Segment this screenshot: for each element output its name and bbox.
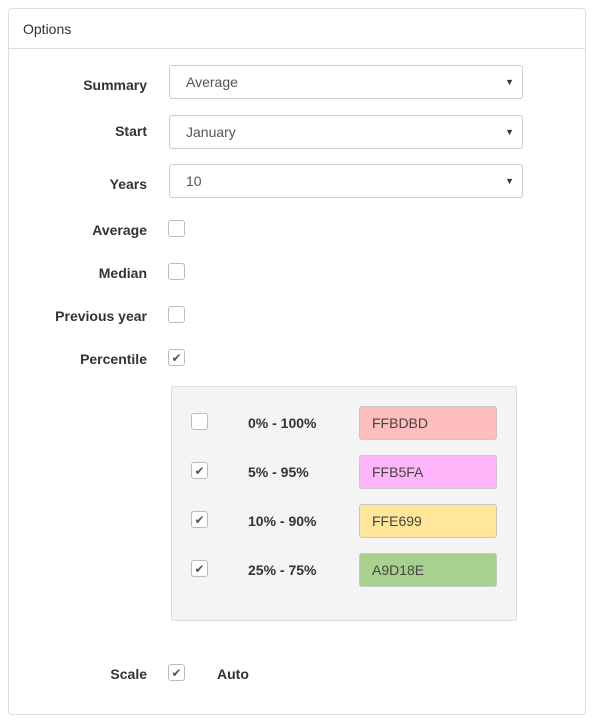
check-icon: ✔ [194, 561, 205, 576]
start-label: Start [115, 123, 147, 139]
check-icon: ✔ [171, 350, 182, 365]
percentile-5-95-label: 5% - 95% [248, 464, 309, 480]
percentile-label: Percentile [80, 351, 147, 367]
percentile-10-90-color-input[interactable]: FFE699 [359, 504, 497, 538]
percentile-5-95-checkbox[interactable]: ✔ [191, 462, 208, 479]
summary-label: Summary [83, 77, 147, 93]
percentile-ranges-box: 0% - 100% FFBDBD ✔ 5% - 95% FFB5FA ✔ 10%… [171, 386, 517, 621]
scale-auto-checkbox[interactable]: ✔ [168, 664, 185, 681]
options-panel: Options Summary Average ▼ Start January … [8, 8, 586, 715]
percentile-10-90-label: 10% - 90% [248, 513, 317, 529]
years-select[interactable]: 10 ▼ [169, 164, 523, 198]
chevron-down-icon: ▼ [505, 176, 514, 186]
percentile-checkbox[interactable]: ✔ [168, 349, 185, 366]
chevron-down-icon: ▼ [505, 77, 514, 87]
median-label: Median [98, 265, 147, 281]
summary-select-value: Average [186, 74, 238, 90]
chevron-down-icon: ▼ [505, 127, 514, 137]
percentile-10-90-checkbox[interactable]: ✔ [191, 511, 208, 528]
average-label: Average [92, 222, 147, 238]
panel-title: Options [23, 20, 72, 37]
start-select[interactable]: January ▼ [169, 115, 523, 149]
previous-year-label: Previous year [55, 308, 147, 324]
percentile-5-95-color-value: FFB5FA [372, 464, 424, 480]
start-select-value: January [186, 124, 236, 140]
percentile-10-90-color-value: FFE699 [372, 513, 422, 529]
median-checkbox[interactable] [168, 263, 185, 280]
check-icon: ✔ [171, 665, 182, 680]
scale-label: Scale [110, 666, 147, 682]
previous-year-checkbox[interactable] [168, 306, 185, 323]
percentile-25-75-color-input[interactable]: A9D18E [359, 553, 497, 587]
percentile-0-100-color-input[interactable]: FFBDBD [359, 406, 497, 440]
summary-select[interactable]: Average ▼ [169, 65, 523, 99]
percentile-25-75-checkbox[interactable]: ✔ [191, 560, 208, 577]
years-label: Years [109, 176, 147, 192]
check-icon: ✔ [194, 463, 205, 478]
scale-auto-label: Auto [217, 666, 249, 682]
percentile-25-75-label: 25% - 75% [248, 562, 317, 578]
years-select-value: 10 [186, 173, 202, 189]
check-icon: ✔ [194, 512, 205, 527]
percentile-5-95-color-input[interactable]: FFB5FA [359, 455, 497, 489]
percentile-0-100-color-value: FFBDBD [372, 415, 428, 431]
average-checkbox[interactable] [168, 220, 185, 237]
panel-heading: Options [9, 9, 585, 49]
percentile-25-75-color-value: A9D18E [372, 562, 425, 578]
percentile-0-100-checkbox[interactable] [191, 413, 208, 430]
percentile-0-100-label: 0% - 100% [248, 415, 317, 431]
